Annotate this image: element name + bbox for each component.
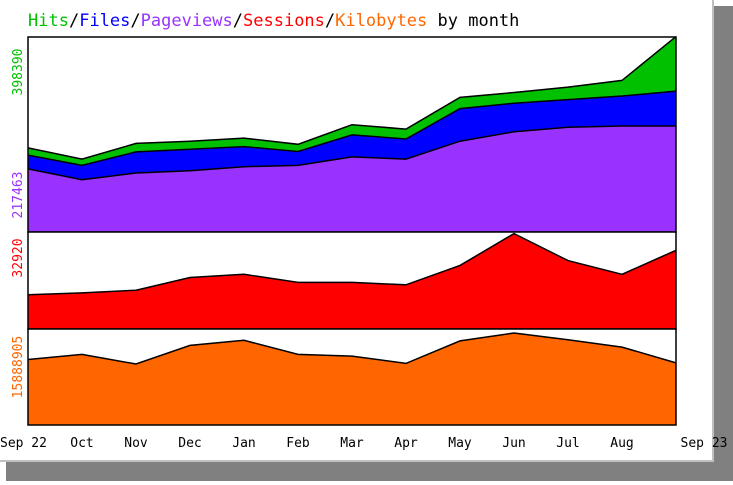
line-sessions [27, 232, 677, 296]
x-axis-labels: Sep 22 Oct Nov Dec Jan Feb Mar Apr May Jun Jul Aug S… [0, 436, 727, 451]
panel-border [27, 328, 677, 426]
frame-shadow-right [712, 6, 733, 481]
title-part-6: Sessions [243, 11, 325, 31]
title-part-0: Hits [28, 11, 69, 31]
area-kilobytes [28, 333, 676, 425]
x-tick-label: May [448, 436, 472, 451]
x-tick-label: Jul [556, 436, 579, 451]
x-tick-label: Apr [394, 436, 418, 451]
panel-sessions [27, 231, 677, 330]
title-part-5: / [233, 11, 243, 31]
title-part-1: / [69, 11, 79, 31]
line-pageviews [27, 125, 676, 181]
y-max-label-hits-files-pageviews: 398390 [11, 49, 26, 96]
chart-title: Hits/Files/Pageviews/Sessions/Kilobytes … [28, 11, 519, 31]
line-hits [27, 36, 677, 160]
title-part-3: / [130, 11, 140, 31]
line-files [27, 90, 677, 167]
title-part-7: / [325, 11, 335, 31]
x-tick-label: Sep 22 [0, 436, 47, 451]
area-sessions [28, 233, 676, 329]
chart-panels [27, 36, 677, 426]
title-part-9: by month [427, 11, 519, 31]
x-tick-label: Feb [286, 436, 310, 451]
y-max-label-sessions: 32920 [11, 238, 26, 277]
y-mid-label-hits-files-pageviews: 217463 [11, 172, 26, 219]
frame-edge-bottom [0, 460, 714, 462]
x-tick-label: Dec [178, 436, 201, 451]
y-axis-labels: 398390 217463 32920 15888905 [11, 49, 26, 399]
x-tick-label: Jun [502, 436, 525, 451]
area-pageviews [28, 126, 676, 232]
frame-edge-right [712, 0, 714, 462]
title-part-8: Kilobytes [335, 11, 427, 31]
x-tick-label: Mar [340, 436, 364, 451]
x-tick-label: Aug [610, 436, 633, 451]
x-tick-label: Sep 23 [681, 436, 728, 451]
frame-shadow-bottom [6, 460, 733, 481]
title-part-4: Pageviews [141, 11, 233, 31]
panel-kilobytes [27, 328, 677, 426]
x-tick-label: Jan [232, 436, 255, 451]
line-kilobytes [27, 332, 677, 365]
panel-hits-files-pageviews [27, 36, 677, 233]
x-tick-label: Nov [124, 436, 148, 451]
title-part-2: Files [79, 11, 130, 31]
x-tick-label: Oct [70, 436, 93, 451]
y-max-label-kilobytes: 15888905 [11, 336, 26, 399]
